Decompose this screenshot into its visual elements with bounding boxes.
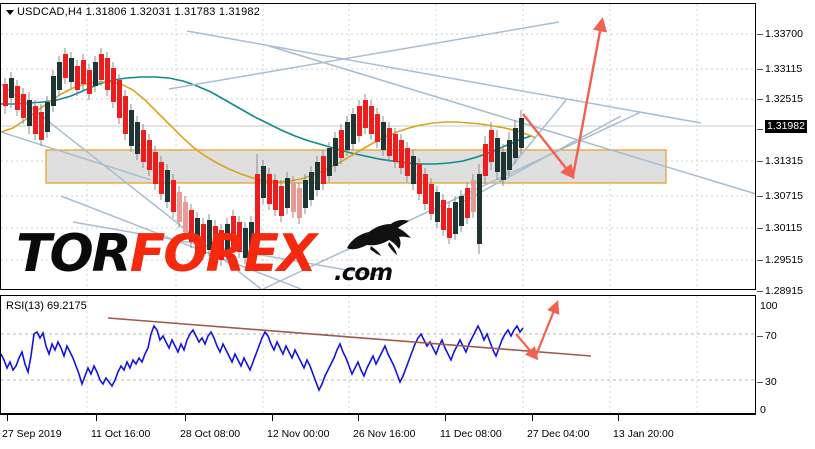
chart-header: USDCAD,H4 1.31806 1.32031 1.31783 1.3198… (6, 6, 260, 18)
time-tick-mark (358, 414, 359, 421)
rsi-tick: 100 (760, 300, 778, 312)
price-tick: 1.29515 (757, 255, 803, 266)
time-tick-mark (7, 414, 8, 421)
rsi-tick: 0 (760, 404, 766, 416)
rsi-tick: 30 (757, 377, 777, 388)
chevron-down-icon[interactable] (6, 9, 14, 15)
forecast-arrow-up (571, 17, 608, 177)
rsi-plot[interactable] (1, 296, 755, 413)
time-tick-mark (532, 414, 533, 421)
rsi-series-line (1, 324, 524, 392)
price-tick: 1.33115 (757, 64, 802, 75)
rsi-header-label: RSI(13) 69.2175 (6, 300, 87, 312)
price-tick: 1.28915 (757, 286, 803, 297)
rsi-level-lines (1, 333, 755, 381)
time-tick-label: 28 Oct 08:00 (180, 428, 241, 440)
time-tick-label: 27 Dec 04:00 (527, 428, 590, 440)
rsi-tick: 70 (757, 331, 777, 342)
time-tick-label: 26 Nov 16:00 (353, 428, 416, 440)
rsi-axis[interactable]: 100 70 30 0 (757, 295, 815, 416)
time-tick-label: 12 Nov 00:00 (267, 428, 330, 440)
rsi-trendline[interactable] (107, 317, 592, 357)
horizontal-gridlines (1, 33, 755, 261)
time-tick-label: 13 Jan 20:00 (613, 428, 674, 440)
price-tick: 1.33700 (757, 29, 803, 40)
time-tick-mark (272, 414, 273, 421)
symbol-ohlc-label: USDCAD,H4 1.31806 1.32031 1.31783 1.3198… (17, 6, 261, 18)
candle-bodies (3, 54, 524, 260)
current-price-label: 1.31982 (765, 120, 807, 133)
consolidation-zone[interactable] (45, 149, 667, 184)
time-tick-mark (618, 414, 619, 421)
rsi-chart-panel[interactable] (0, 295, 756, 414)
forecast-arrows[interactable] (522, 17, 608, 180)
time-axis[interactable]: 27 Sep 2019 11 Oct 16:00 28 Oct 08:00 12… (0, 414, 756, 449)
price-axis[interactable]: 1.33700 1.33115 1.32515 1.31915 1.31982 … (757, 3, 815, 296)
price-tick: 1.32515 (757, 94, 803, 105)
price-tick: 1.31315 (757, 156, 803, 167)
time-tick-label: 11 Dec 08:00 (440, 428, 502, 440)
time-axis-line (0, 414, 756, 415)
rsi-vertical-gridlines (86, 296, 698, 413)
price-tick: 1.30715 (757, 191, 803, 202)
rsi-forecast-arrows[interactable] (515, 300, 560, 361)
time-tick-mark (96, 414, 97, 421)
time-tick-mark (445, 414, 446, 421)
candlestick-series (3, 48, 524, 266)
time-tick-mark (185, 414, 186, 421)
price-plot[interactable] (1, 4, 755, 289)
rsi-forecast-arrow-up (533, 300, 560, 359)
price-tick: 1.30115 (757, 223, 802, 234)
time-tick-label: 27 Sep 2019 (2, 428, 62, 440)
trendlines[interactable] (1, 21, 755, 289)
time-tick-label: 11 Oct 16:00 (91, 428, 151, 440)
forecast-arrow-down (522, 113, 575, 180)
price-chart-panel[interactable] (0, 3, 756, 290)
rsi-forecast-arrow-down (515, 333, 539, 361)
